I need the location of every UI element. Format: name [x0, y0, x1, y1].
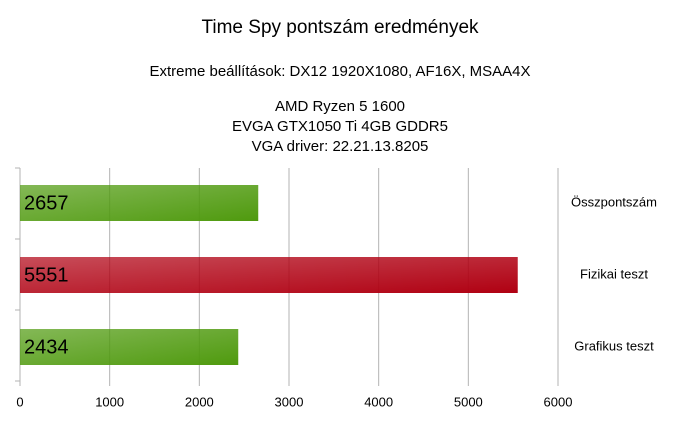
x-tick-label: 6000 — [544, 394, 573, 409]
x-tick-label: 1000 — [95, 394, 124, 409]
x-tick-label: 5000 — [454, 394, 483, 409]
chart-title: Time Spy pontszám eredmények — [201, 17, 479, 38]
bar — [20, 329, 239, 365]
data-label: 2657 — [24, 192, 69, 214]
subtitle: AMD Ryzen 5 1600 — [275, 98, 405, 115]
data-label: 2434 — [24, 336, 69, 358]
subtitle: VGA driver: 22.21.13.8205 — [252, 138, 429, 155]
category-label: Grafikus teszt — [574, 338, 654, 353]
bar — [20, 185, 259, 221]
data-label: 5551 — [24, 264, 69, 286]
x-tick-label: 3000 — [275, 394, 304, 409]
category-label: Összpontszám — [571, 194, 657, 209]
subtitle: EVGA GTX1050 Ti 4GB GDDR5 — [232, 118, 448, 135]
x-tick-label: 4000 — [364, 394, 393, 409]
bar — [20, 257, 518, 293]
x-tick-label: 2000 — [185, 394, 214, 409]
x-tick-label: 0 — [16, 394, 23, 409]
category-label: Fizikai teszt — [580, 266, 648, 281]
subtitle: Extreme beállítások: DX12 1920X1080, AF1… — [149, 63, 530, 80]
